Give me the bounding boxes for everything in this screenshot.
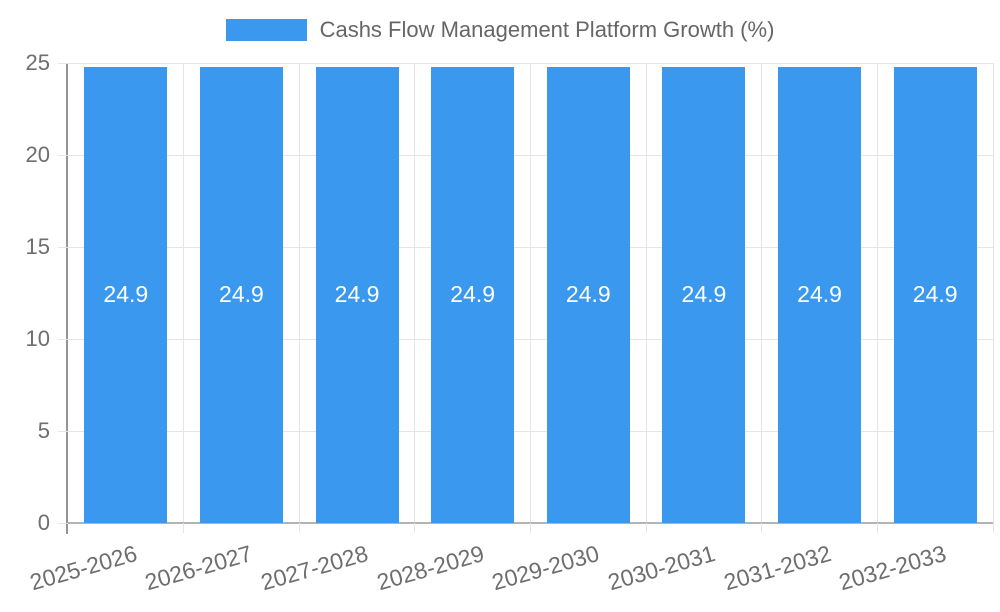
- x-tick-mark: [761, 523, 763, 533]
- y-tick-label: 10: [25, 326, 50, 351]
- bar-value-label: 24.9: [450, 281, 496, 308]
- gridline-vertical: [530, 63, 531, 523]
- x-tick-mark: [992, 523, 994, 533]
- bar-value-label: 24.9: [797, 281, 842, 308]
- bar-value-label: 24.9: [334, 281, 380, 308]
- bar[interactable]: 24.9: [315, 66, 399, 523]
- y-tick-mark: [58, 155, 68, 156]
- y-tick-label: 0: [37, 510, 50, 535]
- bar[interactable]: 24.9: [546, 66, 630, 523]
- y-tick-mark: [58, 247, 68, 248]
- gridline-vertical: [761, 63, 763, 523]
- y-tick-label: 20: [25, 142, 50, 167]
- x-tick-mark: [530, 523, 531, 533]
- y-tick-label: 5: [37, 418, 50, 443]
- bar-value-label: 24.9: [681, 281, 727, 308]
- legend-swatch: [225, 19, 307, 41]
- y-tick-mark: [58, 523, 68, 524]
- gridline-vertical: [183, 63, 185, 523]
- bar[interactable]: 24.9: [662, 66, 746, 523]
- y-tick-mark: [58, 431, 68, 432]
- gridline-vertical: [645, 63, 647, 523]
- plot-area: 24.9 24.9 24.9 24.9 24.9 24.9 24.9 24.9: [66, 63, 994, 534]
- gridline-vertical: [414, 63, 416, 523]
- gridline-vertical: [876, 63, 878, 523]
- legend[interactable]: Cashs Flow Management Platform Growth (%…: [0, 19, 1000, 41]
- y-tick-mark: [58, 339, 68, 340]
- bar-value-label: 24.9: [912, 281, 958, 308]
- x-tick-mark: [183, 523, 185, 533]
- gridline-vertical: [298, 63, 300, 523]
- bar-value-label: 24.9: [565, 281, 611, 308]
- bar[interactable]: 24.9: [431, 66, 515, 523]
- bar-value-label: 24.9: [103, 281, 149, 308]
- y-tick-label: 15: [25, 234, 50, 259]
- x-tick-mark: [414, 523, 416, 533]
- bar[interactable]: 24.9: [778, 66, 862, 523]
- y-tick-label: 25: [25, 50, 50, 75]
- bar[interactable]: 24.9: [199, 66, 283, 523]
- x-tick-mark: [645, 523, 647, 533]
- gridline-vertical: [992, 63, 994, 523]
- x-tick-mark: [298, 523, 300, 533]
- x-tick-mark: [876, 523, 878, 533]
- y-tick-mark: [58, 63, 68, 64]
- y-axis-line: [66, 63, 68, 534]
- bar[interactable]: 24.9: [893, 66, 977, 523]
- bar-value-label: 24.9: [219, 281, 264, 308]
- bar[interactable]: 24.9: [84, 66, 168, 523]
- legend-label: Cashs Flow Management Platform Growth (%…: [319, 17, 775, 42]
